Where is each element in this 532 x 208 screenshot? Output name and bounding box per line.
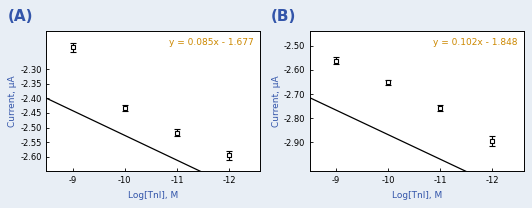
Y-axis label: Current, μA: Current, μA [271, 76, 280, 127]
X-axis label: Log[TnI], M: Log[TnI], M [392, 191, 442, 200]
Text: y = 0.085x - 1.677: y = 0.085x - 1.677 [169, 38, 254, 47]
Text: y = 0.102x - 1.848: y = 0.102x - 1.848 [433, 38, 517, 47]
Text: (A): (A) [8, 9, 34, 24]
X-axis label: Log[TnI], M: Log[TnI], M [128, 191, 179, 200]
Y-axis label: Current, μA: Current, μA [9, 76, 18, 127]
Text: (B): (B) [271, 9, 296, 24]
